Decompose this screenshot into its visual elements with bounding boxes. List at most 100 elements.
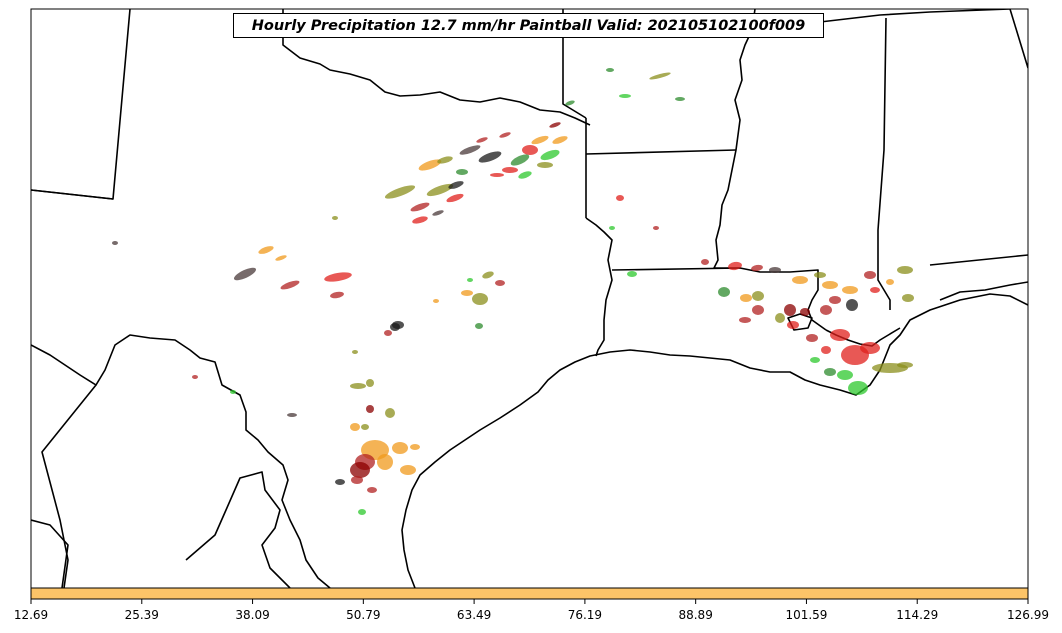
precip-blob: [385, 408, 395, 418]
colorbar-tick-label: 50.79: [346, 608, 381, 622]
precip-blob: [410, 202, 430, 212]
coastline-gulf: [401, 293, 1028, 588]
precip-blob: [860, 342, 880, 354]
precip-blob: [418, 159, 442, 171]
precip-blob: [410, 444, 420, 450]
precip-blob: [351, 476, 363, 484]
border-red-river-east: [585, 217, 613, 357]
precip-blob: [820, 305, 832, 315]
precip-blob: [806, 334, 818, 342]
precip-blob: [800, 308, 810, 316]
precip-blob: [549, 122, 561, 128]
precip-blob: [400, 465, 416, 475]
precip-blob: [902, 294, 914, 302]
colorbar-tick-label: 25.39: [124, 608, 159, 622]
precip-blob: [350, 423, 360, 431]
border-rio-grande: [31, 519, 69, 588]
precip-blob: [848, 381, 868, 395]
precip-blob: [476, 137, 488, 143]
border-north-top: [819, 9, 1011, 23]
precip-blob: [467, 278, 473, 282]
precip-blob: [822, 281, 838, 289]
precip-blob: [275, 255, 287, 261]
precip-blob: [490, 173, 504, 177]
precip-blob: [522, 145, 538, 155]
colorbar-tick-label: 126.99: [1007, 608, 1049, 622]
border-mexico-state: [185, 471, 291, 588]
precip-blob: [824, 368, 836, 376]
border-tx-panhandle-north: [282, 9, 591, 126]
border-al-ga: [1009, 9, 1028, 69]
precip-blob: [361, 424, 369, 430]
map-frame: [30, 8, 1029, 589]
precip-blob: [384, 185, 416, 199]
colorbar-tick-label: 63.49: [456, 608, 492, 622]
colorbar-tick-label: 101.59: [785, 608, 828, 622]
border-fl-al: [929, 254, 1028, 266]
precip-blob: [459, 145, 481, 155]
colorbar: [30, 587, 1029, 600]
precip-blob: [886, 279, 894, 285]
precip-blob: [897, 362, 913, 368]
border-ok-north: [31, 189, 114, 200]
precip-blob: [829, 296, 841, 304]
precip-blob: [897, 266, 913, 274]
precip-blob: [412, 216, 428, 224]
precip-blob: [718, 287, 730, 297]
precip-blob: [751, 264, 763, 272]
colorbar-tick-label: 76.19: [567, 608, 603, 622]
precip-blob: [837, 370, 853, 380]
precip-blob: [701, 259, 709, 265]
precip-blob: [448, 181, 464, 189]
precip-blob: [518, 171, 532, 179]
precip-blob: [280, 280, 300, 290]
precip-blob: [552, 136, 568, 144]
paintball-layer: [112, 68, 914, 515]
precip-blob: [616, 195, 624, 201]
precip-blob: [392, 442, 408, 454]
precip-blob: [510, 154, 530, 166]
precip-blob: [769, 267, 781, 273]
colorbar-ticks: [30, 599, 1029, 604]
precip-blob: [653, 226, 659, 230]
precip-blob: [472, 293, 488, 305]
precip-blob: [475, 323, 483, 329]
precip-blob: [728, 261, 742, 271]
precip-blob: [502, 167, 518, 173]
precip-blob: [482, 271, 494, 279]
map-title: Hourly Precipitation 12.7 mm/hr Paintbal…: [233, 13, 824, 38]
precip-blob: [192, 375, 198, 379]
precip-blob: [787, 321, 799, 329]
colorbar-tick-label: 88.89: [678, 608, 713, 622]
precip-blob: [366, 379, 374, 387]
border-ar-north: [585, 149, 737, 155]
precip-blob: [332, 216, 338, 220]
precip-blob: [258, 246, 274, 254]
precip-blob: [810, 357, 820, 363]
precip-blob: [565, 100, 575, 106]
precip-blob: [358, 509, 366, 515]
precip-blob: [675, 97, 685, 101]
precip-blob: [649, 72, 671, 80]
precip-blob: [739, 317, 751, 323]
precip-blob: [752, 305, 764, 315]
border-mexico-north: [95, 334, 331, 588]
colorbar-tick-label: 38.09: [235, 608, 270, 622]
precip-blob: [784, 304, 796, 316]
border-mississippi-river: [713, 9, 827, 331]
precip-blob: [814, 272, 826, 278]
precip-blob: [499, 132, 511, 138]
precip-blob: [233, 267, 257, 281]
precip-blob: [537, 162, 553, 168]
precip-blob: [830, 329, 850, 341]
border-ms-al: [877, 17, 891, 310]
precip-blob: [350, 383, 366, 389]
colorbar-tick-label: 12.69: [13, 608, 49, 622]
precip-blob: [870, 287, 880, 293]
precip-blob: [230, 390, 236, 394]
precip-blob: [456, 169, 468, 175]
precip-blob: [392, 321, 404, 329]
precip-blob: [842, 286, 858, 294]
precip-blob: [775, 313, 785, 323]
